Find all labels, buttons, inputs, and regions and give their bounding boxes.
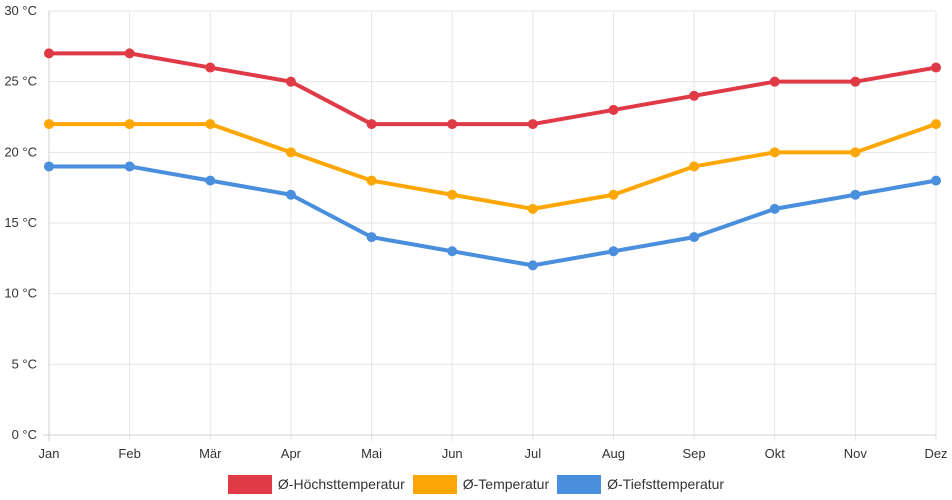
data-point[interactable] [447,189,458,200]
data-point[interactable] [689,90,700,101]
x-tick-label: Okt [765,446,786,461]
data-point[interactable] [366,175,377,186]
data-point[interactable] [447,246,458,257]
x-tick-label: Mär [199,446,222,461]
x-tick-label: Aug [602,446,625,461]
data-point[interactable] [608,104,619,115]
x-tick-label: Jul [525,446,542,461]
data-point[interactable] [527,203,538,214]
x-tick-label: Mai [361,446,382,461]
series-line [47,164,938,268]
data-point[interactable] [124,48,135,59]
y-tick-label: 30 °C [4,3,37,18]
legend-swatch [227,474,272,494]
legend-label: Ø-Tiefsttemperatur [607,476,725,492]
data-point[interactable] [366,232,377,243]
legend-item[interactable]: Ø-Höchsttemperatur [227,472,405,496]
legend: Ø-Höchsttemperatur Ø-Temperatur Ø-Tiefstte… [0,470,952,498]
data-point[interactable] [205,62,216,73]
y-tick-label: 5 °C [12,356,37,371]
series-group [44,119,941,214]
legend-label: Ø-Höchsttemperatur [277,476,405,492]
data-point[interactable] [44,119,54,130]
data-point[interactable] [124,119,135,130]
series-group [44,48,941,130]
x-tick-label: Jan [39,446,60,461]
legend-item[interactable]: Ø-Tiefsttemperatur [557,472,724,496]
legend-swatch [557,474,602,494]
x-tick-label: Apr [281,446,302,461]
data-point[interactable] [850,189,861,200]
x-tick-label: Feb [118,446,140,461]
data-point[interactable] [285,147,296,158]
data-point[interactable] [366,119,377,130]
data-point[interactable] [769,76,780,87]
grid [48,10,937,441]
x-tick-label: Jun [442,446,463,461]
series-line [47,122,938,211]
tick-labels: 0 °C 5 °C 10 °C 15 °C 20 °C 25 °C 30 °C Jan Feb M… [4,3,947,461]
data-point[interactable] [769,203,780,214]
x-tick-label: Nov [844,446,868,461]
data-point[interactable] [44,161,54,172]
y-tick-label: 25 °C [4,74,37,89]
data-point[interactable] [689,232,700,243]
data-point[interactable] [850,147,861,158]
data-point[interactable] [124,161,135,172]
x-tick-label: Dez [924,446,947,461]
series-lines [44,48,941,271]
data-point[interactable] [608,246,619,257]
data-point[interactable] [931,175,941,186]
data-point[interactable] [769,147,780,158]
axes [43,11,936,441]
data-point[interactable] [285,76,296,87]
y-tick-label: 0 °C [12,427,37,442]
data-point[interactable] [608,189,619,200]
legend-item[interactable]: Ø-Temperatur [412,472,550,496]
data-point[interactable] [931,62,941,73]
data-point[interactable] [689,161,700,172]
data-point[interactable] [44,48,54,59]
legend-label: Ø-Temperatur [462,476,550,492]
series-line [47,51,938,127]
legend-swatch [412,474,457,494]
data-point[interactable] [527,119,538,130]
x-tick-label: Sep [683,446,706,461]
data-point[interactable] [205,175,216,186]
y-tick-label: 20 °C [4,144,37,159]
data-point[interactable] [447,119,458,130]
series-group [44,161,941,271]
data-point[interactable] [931,119,941,130]
y-tick-label: 15 °C [4,215,37,230]
y-tick-label: 10 °C [4,286,37,301]
data-point[interactable] [205,119,216,130]
data-point[interactable] [850,76,861,87]
data-point[interactable] [285,189,296,200]
temperature-line-chart: 0 °C 5 °C 10 °C 15 °C 20 °C 25 °C 30 °C Jan Feb M… [4,3,947,461]
data-point[interactable] [527,260,538,271]
